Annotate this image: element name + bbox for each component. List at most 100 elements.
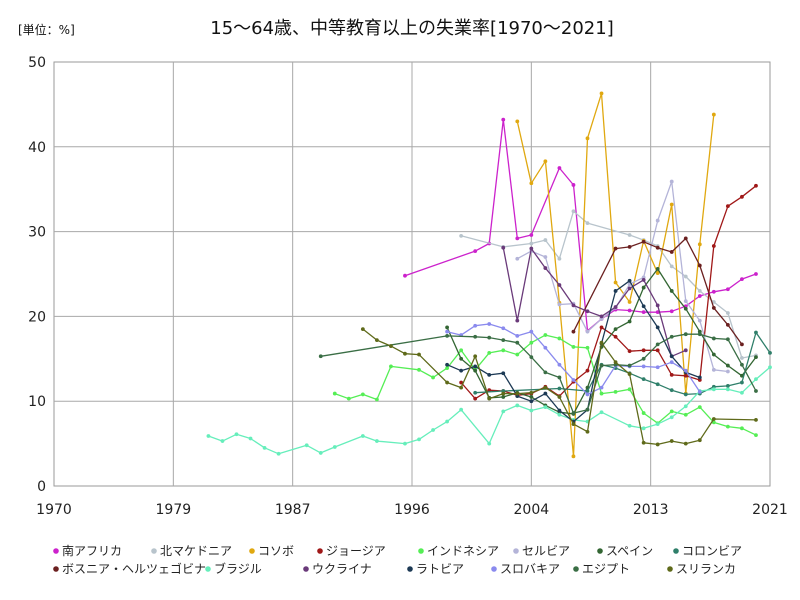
legend-marker: [53, 566, 59, 572]
data-point: [557, 362, 562, 367]
legend-label: セルビア: [522, 544, 570, 558]
legend-label: エジプト: [582, 562, 630, 576]
data-point: [641, 239, 646, 244]
data-point: [206, 434, 211, 438]
data-point: [585, 368, 590, 373]
y-tick-label: 40: [28, 140, 46, 156]
x-tick-label: 2004: [514, 502, 550, 518]
data-point: [683, 299, 688, 304]
data-point: [711, 336, 716, 341]
data-point: [754, 272, 758, 276]
legend-label: スリランカ: [676, 562, 736, 576]
series-line: [334, 334, 757, 436]
data-point: [627, 349, 632, 354]
legend-label: 北マケドニア: [160, 544, 232, 558]
data-point: [599, 385, 604, 390]
data-point: [557, 283, 562, 287]
series-14: [360, 327, 758, 447]
data-point: [543, 391, 548, 396]
data-point: [375, 439, 379, 443]
data-point: [529, 246, 534, 251]
data-point: [669, 250, 674, 254]
data-point: [585, 345, 590, 350]
data-point: [697, 242, 702, 247]
data-point: [459, 356, 464, 361]
data-point: [697, 289, 702, 293]
legend-marker: [53, 548, 59, 554]
series-line: [516, 180, 728, 373]
legend-item: コソボ: [249, 544, 294, 558]
data-point: [627, 308, 632, 313]
data-point: [487, 441, 492, 446]
x-tick-label: 1970: [36, 502, 72, 518]
y-tick-label: 20: [28, 309, 46, 325]
data-point: [529, 399, 534, 404]
data-point: [557, 412, 562, 417]
data-point: [754, 377, 758, 382]
legend-label: 南アフリカ: [62, 543, 122, 558]
data-point: [683, 368, 688, 373]
data-point: [417, 437, 421, 442]
data-point: [669, 202, 674, 207]
legend-marker: [205, 566, 211, 572]
data-point: [501, 395, 506, 399]
legend-item: ボスニア・ヘルツェゴビナ: [53, 561, 206, 576]
series-13: [318, 332, 758, 415]
data-point: [740, 277, 744, 281]
data-point: [641, 440, 646, 445]
legend-marker: [317, 548, 323, 554]
data-point: [697, 438, 702, 443]
data-point: [613, 334, 618, 339]
data-point: [711, 352, 716, 357]
data-point: [501, 348, 506, 353]
data-point: [557, 336, 562, 341]
data-point: [403, 351, 407, 356]
data-point: [473, 334, 478, 339]
axes: 0 10 20 30 40 50 1970 1979 1987 1996 2004 2013 2021: [28, 55, 788, 518]
data-point: [571, 329, 576, 334]
data-point: [557, 256, 562, 261]
data-point: [473, 364, 478, 369]
data-point: [754, 183, 758, 188]
data-point: [725, 322, 730, 327]
data-point: [697, 405, 702, 410]
data-point: [711, 367, 716, 372]
data-point: [515, 318, 520, 323]
data-point: [515, 403, 520, 408]
data-point: [571, 454, 576, 459]
legend-marker: [407, 566, 413, 572]
data-point: [725, 387, 730, 392]
data-point: [501, 391, 506, 396]
data-point: [543, 238, 548, 242]
data-point: [599, 314, 604, 319]
data-point: [711, 289, 716, 294]
data-point: [445, 334, 449, 338]
data-point: [515, 119, 520, 124]
data-point: [683, 332, 688, 337]
legend-marker: [667, 566, 673, 572]
legend-item: スロバキア: [491, 562, 560, 576]
data-point: [627, 278, 632, 283]
data-point: [641, 348, 646, 353]
data-point: [740, 362, 744, 367]
data-point: [683, 274, 688, 279]
legend-item: ブラジル: [205, 561, 262, 576]
data-point: [697, 294, 702, 298]
data-point: [585, 407, 590, 412]
grid: [53, 61, 771, 487]
data-point: [627, 300, 632, 304]
legend-marker: [573, 566, 579, 572]
data-point: [445, 329, 449, 334]
legend-item: 南アフリカ: [53, 543, 122, 558]
data-point: [725, 369, 730, 374]
data-point: [571, 411, 576, 415]
data-point: [431, 428, 435, 432]
data-point: [543, 370, 548, 375]
data-point: [557, 375, 562, 380]
data-point: [585, 221, 590, 226]
data-point: [641, 377, 646, 382]
series-line: [208, 366, 771, 455]
data-point: [725, 424, 730, 429]
data-point: [234, 432, 239, 437]
data-point: [754, 433, 758, 438]
